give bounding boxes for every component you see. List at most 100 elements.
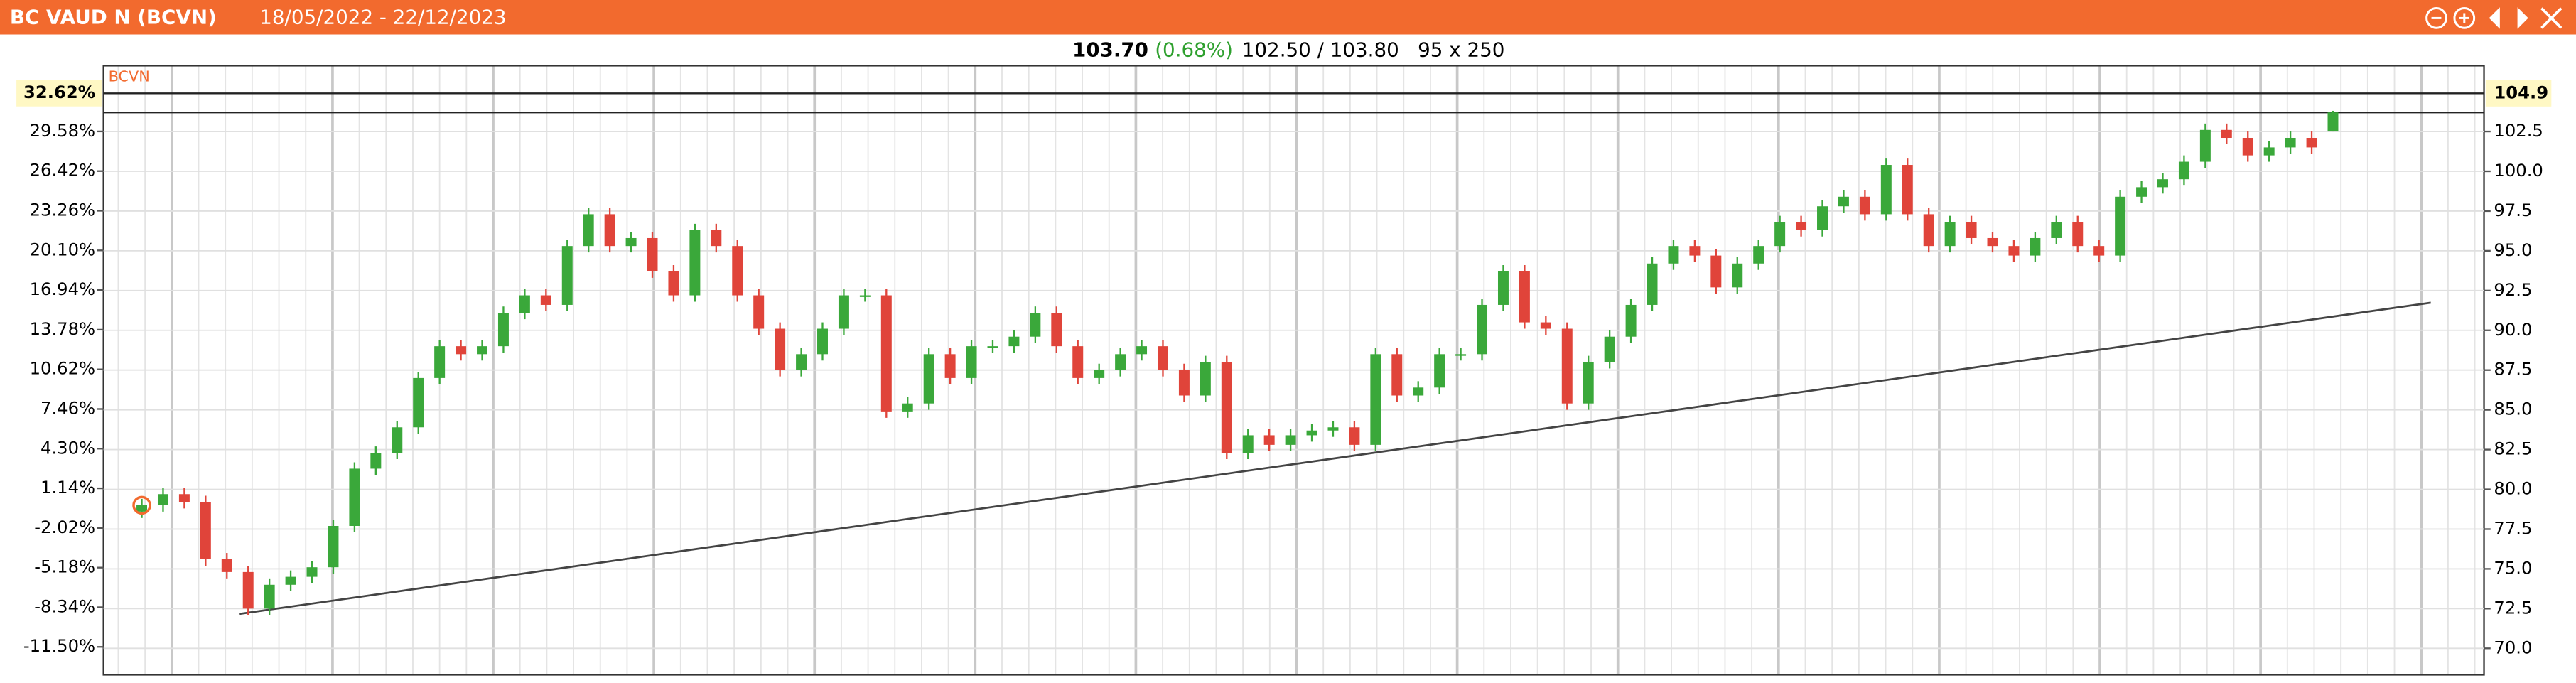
candle-body xyxy=(817,328,828,355)
y2-tick-label: 13.78% xyxy=(30,318,96,339)
y-tick-label: 102.5 xyxy=(2494,120,2543,141)
candle-body xyxy=(2178,161,2189,180)
window-controls[interactable] xyxy=(2425,7,2562,29)
date-range: 18/05/2022 - 22/12/2023 xyxy=(259,5,506,28)
candle-body xyxy=(2051,222,2062,238)
candle-body xyxy=(583,214,594,247)
candle-body xyxy=(2263,147,2275,156)
candle-body xyxy=(1136,346,1148,355)
candle-body xyxy=(1285,435,1296,445)
candle-body xyxy=(1221,362,1232,453)
candle-body xyxy=(1689,246,1701,256)
candle-body xyxy=(1838,196,1849,207)
candle-body xyxy=(1370,354,1381,445)
y2-tick-label: -8.34% xyxy=(34,596,95,616)
candle-body xyxy=(1987,237,1998,247)
low-high: 102.50 / 103.80 xyxy=(1242,38,1399,62)
candle-body xyxy=(2242,137,2253,156)
candle-body xyxy=(136,505,148,512)
y2-tick-label: 29.58% xyxy=(30,120,96,141)
next[interactable] xyxy=(2517,7,2528,29)
legend: BCVN xyxy=(109,68,150,85)
close[interactable] xyxy=(2540,7,2562,29)
candle-body xyxy=(2327,112,2339,132)
candle-body xyxy=(477,346,488,355)
candle-body xyxy=(519,295,530,313)
candle-body xyxy=(1923,214,1934,247)
candle-body xyxy=(1306,430,1317,436)
candle-body xyxy=(392,427,403,453)
candle-body xyxy=(1477,304,1488,355)
candle-body xyxy=(1625,304,1637,337)
candle-body xyxy=(923,354,934,404)
candle-body xyxy=(1732,263,1743,288)
candle-body xyxy=(1710,255,1722,288)
marker-label-bg xyxy=(2485,80,2552,107)
candle-body xyxy=(1647,263,1658,305)
candle-body xyxy=(1817,206,1828,230)
y2-tick-label: 16.94% xyxy=(30,279,96,299)
candle-body xyxy=(966,346,977,378)
candle-body xyxy=(1561,328,1573,404)
candle-body xyxy=(2072,222,2084,247)
candle-body xyxy=(2157,179,2168,188)
y2-tick-label: 4.30% xyxy=(41,437,95,458)
candle-body xyxy=(1540,322,1551,329)
candle-body xyxy=(2093,246,2105,256)
candle-body xyxy=(1880,165,1892,215)
candle-body xyxy=(1455,354,1467,356)
candle-body xyxy=(1774,222,1786,247)
candle-body xyxy=(434,346,446,378)
candle-body xyxy=(604,214,615,247)
marker-y2-label-bg xyxy=(16,80,102,107)
candle-body xyxy=(625,237,637,247)
candle-body xyxy=(1178,370,1190,396)
candle-body xyxy=(1263,435,1275,445)
y2-tick-label: -2.02% xyxy=(34,517,95,537)
y-tick-label: 95.0 xyxy=(2494,240,2532,260)
candle-body xyxy=(668,271,679,296)
candle-body xyxy=(1072,346,1084,378)
candle-body xyxy=(221,559,232,572)
y-tick-label: 87.5 xyxy=(2494,359,2532,380)
candle-body xyxy=(1030,313,1041,337)
y2-tick-label: 1.14% xyxy=(41,477,95,498)
zoom-in[interactable] xyxy=(2453,7,2476,29)
candle-body xyxy=(1796,222,1807,230)
candle-body xyxy=(902,403,913,412)
candle-body xyxy=(2030,237,2041,256)
candle-body xyxy=(200,502,211,559)
candle-body xyxy=(306,567,318,577)
candle-body xyxy=(2306,137,2317,148)
candle-body xyxy=(1051,313,1062,347)
y2-tick-label: 7.46% xyxy=(41,397,95,418)
candle-body xyxy=(2115,196,2126,256)
candle-body xyxy=(264,584,275,609)
y2-tick-label: -5.18% xyxy=(34,556,95,577)
zoom-out[interactable] xyxy=(2425,7,2447,29)
candle-body xyxy=(2008,246,2020,256)
candle-body xyxy=(561,246,573,305)
candle-body xyxy=(880,295,892,412)
y2-tick-label: -11.50% xyxy=(23,635,95,656)
candle-body xyxy=(2136,187,2147,197)
candle-body xyxy=(157,494,168,505)
y-tick-label: 82.5 xyxy=(2494,439,2532,459)
y-tick-label: 90.0 xyxy=(2494,319,2532,340)
candle-body xyxy=(1242,435,1254,453)
candle-body xyxy=(1008,336,1020,347)
candle-body xyxy=(1859,196,1870,215)
candle-body xyxy=(1094,370,1105,378)
y-tick-label: 75.0 xyxy=(2494,557,2532,578)
y-tick-label: 72.5 xyxy=(2494,597,2532,618)
marker-label: 104.9 xyxy=(2494,82,2548,102)
marker-y2-label: 32.62% xyxy=(23,82,95,102)
candle-body xyxy=(838,295,849,329)
y-tick-label: 80.0 xyxy=(2494,478,2532,499)
y-tick-label: 97.5 xyxy=(2494,200,2532,220)
prev[interactable] xyxy=(2489,7,2500,29)
y2-tick-label: 26.42% xyxy=(30,160,96,181)
candle-body xyxy=(328,525,339,568)
candle-body xyxy=(775,328,786,370)
